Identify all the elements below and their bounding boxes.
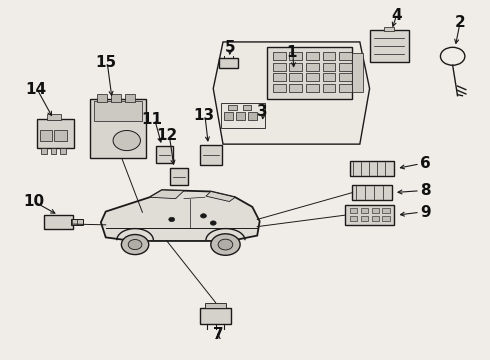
Text: 8: 8	[420, 183, 431, 198]
Bar	[273, 73, 286, 81]
Bar	[345, 205, 394, 225]
Bar	[339, 84, 352, 92]
Bar	[205, 303, 226, 309]
Text: 10: 10	[24, 194, 45, 209]
Bar	[60, 148, 66, 154]
Text: 14: 14	[25, 82, 47, 97]
Bar	[170, 168, 188, 185]
Bar	[339, 52, 352, 60]
Bar	[228, 105, 237, 111]
Bar	[248, 112, 257, 120]
Text: 9: 9	[420, 205, 431, 220]
Bar	[369, 30, 409, 62]
Polygon shape	[213, 42, 369, 144]
Text: 3: 3	[257, 104, 268, 120]
Bar	[54, 130, 67, 140]
Bar	[94, 101, 143, 121]
Circle shape	[200, 214, 206, 218]
Text: 2: 2	[455, 15, 466, 31]
Polygon shape	[101, 190, 260, 241]
Bar	[44, 215, 73, 229]
Bar	[98, 94, 107, 102]
Bar	[339, 73, 352, 81]
Bar	[350, 208, 357, 213]
Circle shape	[113, 131, 141, 150]
Text: 11: 11	[142, 112, 163, 126]
Bar	[40, 130, 52, 140]
Circle shape	[169, 217, 174, 222]
Bar	[273, 52, 286, 60]
Bar	[243, 105, 251, 111]
Bar	[156, 146, 173, 163]
Bar	[236, 112, 245, 120]
Bar	[200, 308, 231, 324]
Text: 1: 1	[286, 45, 296, 60]
Bar	[273, 84, 286, 92]
Bar	[47, 114, 61, 120]
Bar	[90, 99, 147, 158]
Bar	[290, 52, 302, 60]
Bar	[50, 148, 56, 154]
Bar	[352, 185, 392, 201]
Circle shape	[211, 234, 240, 255]
Bar	[361, 216, 368, 221]
Circle shape	[122, 234, 149, 255]
Text: 7: 7	[213, 327, 223, 342]
Bar	[125, 94, 135, 102]
Bar	[306, 63, 319, 71]
Circle shape	[210, 221, 216, 225]
Bar	[290, 73, 302, 81]
Bar	[382, 216, 390, 221]
Bar	[323, 63, 335, 71]
Bar	[371, 216, 379, 221]
Polygon shape	[206, 192, 235, 202]
Bar	[361, 208, 368, 213]
Bar	[306, 84, 319, 92]
Bar	[219, 58, 238, 68]
Bar	[306, 52, 319, 60]
Circle shape	[128, 239, 142, 249]
Text: 15: 15	[95, 55, 116, 70]
Bar	[200, 145, 221, 165]
Bar	[273, 63, 286, 71]
Bar	[371, 208, 379, 213]
Bar	[37, 119, 74, 148]
Bar	[350, 161, 394, 176]
Bar	[111, 94, 121, 102]
Circle shape	[218, 239, 233, 250]
Text: 4: 4	[391, 8, 402, 23]
Bar	[382, 208, 390, 213]
Text: 6: 6	[420, 156, 431, 171]
Bar	[384, 27, 394, 31]
Bar	[352, 53, 363, 92]
Bar	[220, 103, 265, 128]
Bar	[290, 63, 302, 71]
Bar	[290, 84, 302, 92]
Bar	[41, 148, 47, 154]
Bar	[350, 216, 357, 221]
Bar	[339, 63, 352, 71]
Polygon shape	[150, 190, 184, 199]
Bar	[323, 73, 335, 81]
Bar	[306, 73, 319, 81]
Text: 12: 12	[156, 128, 177, 143]
Text: 5: 5	[225, 40, 236, 55]
Bar	[323, 84, 335, 92]
Text: 13: 13	[193, 108, 214, 123]
Bar	[224, 112, 233, 120]
Bar	[71, 219, 83, 225]
Bar	[323, 52, 335, 60]
Bar	[267, 47, 352, 99]
